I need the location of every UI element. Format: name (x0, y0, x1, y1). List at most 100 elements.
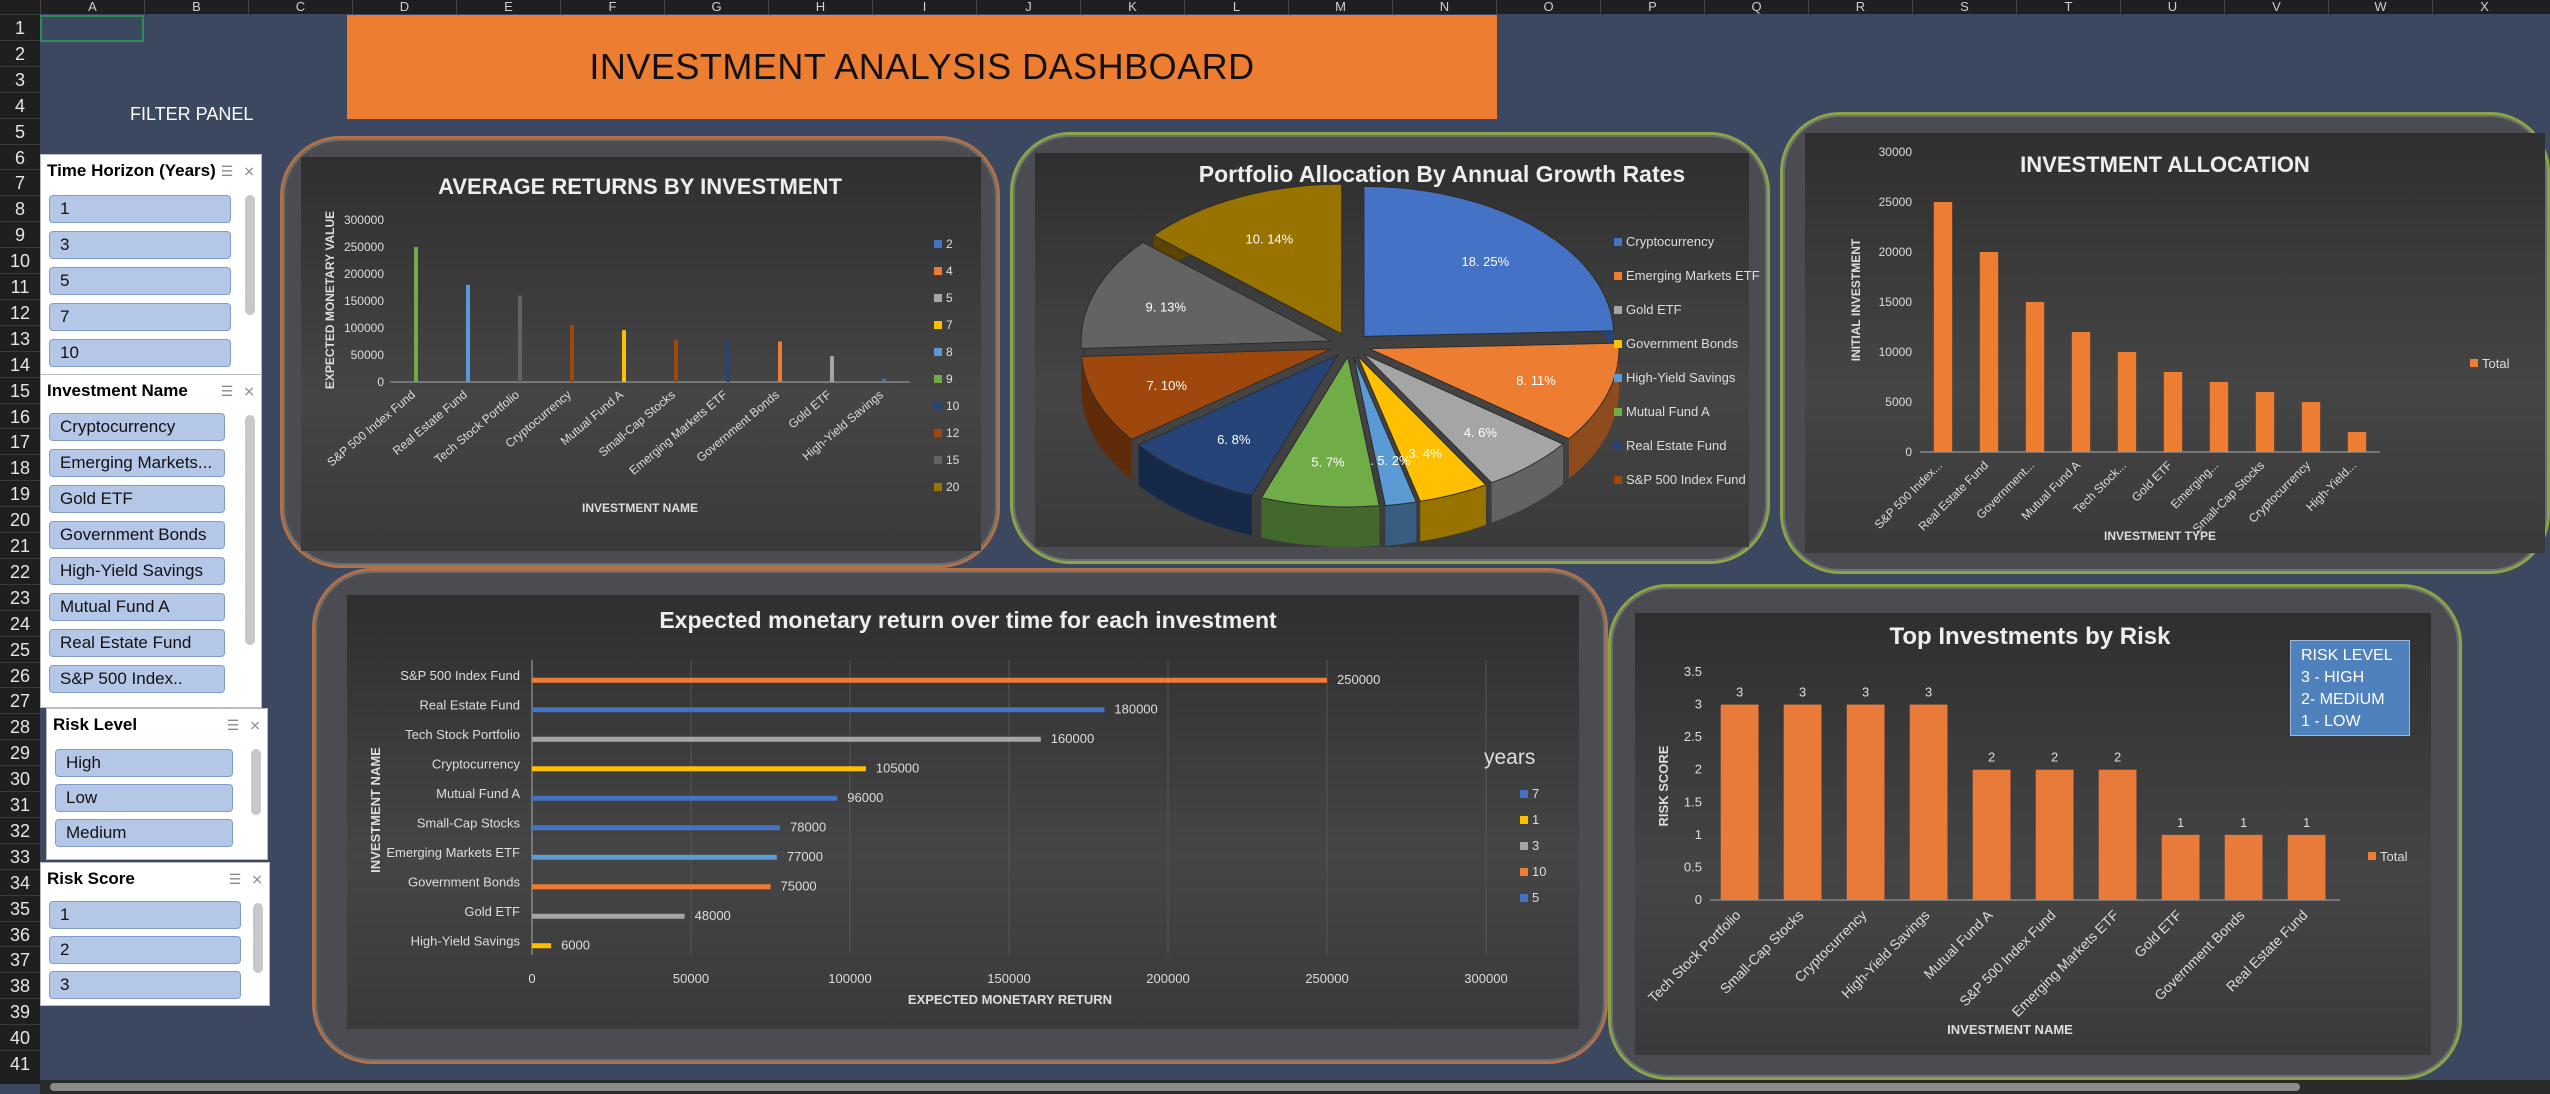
column-header[interactable]: O (1496, 0, 1600, 14)
row-header[interactable]: 21 (0, 532, 40, 558)
row-header[interactable]: 9 (0, 221, 40, 247)
row-header[interactable]: 39 (0, 998, 40, 1024)
column-header[interactable]: C (248, 0, 352, 14)
slicer-item[interactable]: Gold ETF (49, 485, 225, 513)
row-header[interactable]: 37 (0, 946, 40, 972)
column-header[interactable]: I (872, 0, 976, 14)
column-header[interactable]: D (352, 0, 456, 14)
slicer-item[interactable]: High-Yield Savings (49, 557, 225, 585)
multi-select-icon[interactable]: ☰ (228, 870, 242, 887)
row-header[interactable]: 17 (0, 428, 40, 454)
row-header[interactable]: 36 (0, 920, 40, 947)
slicer-risk-score[interactable]: Risk Score ☰ ⨯ 1 2 3 (40, 862, 270, 1006)
row-header[interactable]: 31 (0, 791, 40, 817)
row-header[interactable]: 25 (0, 635, 40, 662)
column-header[interactable]: L (1184, 0, 1288, 14)
column-header[interactable]: A (40, 0, 144, 14)
row-header[interactable]: 10 (0, 247, 40, 273)
row-header[interactable]: 6 (0, 143, 40, 170)
row-header[interactable]: 40 (0, 1024, 40, 1050)
row-header[interactable]: 2 (0, 39, 40, 66)
slicer-item[interactable]: 1 (49, 195, 231, 223)
row-header[interactable]: 28 (0, 713, 40, 739)
slicer-item[interactable]: Low (55, 784, 233, 812)
slicer-item[interactable]: Government Bonds (49, 521, 225, 549)
row-header[interactable]: 20 (0, 506, 40, 532)
row-header[interactable]: 13 (0, 324, 40, 351)
slicer-item[interactable]: 3 (49, 971, 241, 999)
slicer-time-horizon[interactable]: Time Horizon (Years) ☰ ⨯ 1 3 5 7 10 (40, 154, 262, 376)
column-header[interactable]: R (1808, 0, 1912, 14)
row-header[interactable]: 26 (0, 661, 40, 688)
slicer-item[interactable]: 3 (49, 231, 231, 259)
row-header[interactable]: 41 (0, 1050, 40, 1076)
row-header[interactable]: 38 (0, 972, 40, 998)
column-header[interactable]: G (664, 0, 768, 14)
row-header[interactable]: 24 (0, 609, 40, 636)
column-header[interactable]: N (1392, 0, 1496, 14)
slicer-scrollbar[interactable] (245, 415, 255, 645)
row-header[interactable]: 23 (0, 583, 40, 610)
slicer-item[interactable]: 2 (49, 936, 241, 964)
slicer-item[interactable]: Cryptocurrency (49, 413, 225, 441)
clear-filter-icon[interactable]: ⨯ (251, 870, 263, 887)
slicer-item[interactable]: High (55, 749, 233, 777)
column-header[interactable]: U (2120, 0, 2224, 14)
column-header[interactable]: E (456, 0, 560, 14)
multi-select-icon[interactable]: ☰ (220, 382, 234, 399)
multi-select-icon[interactable]: ☰ (226, 716, 240, 733)
row-header[interactable]: 29 (0, 739, 40, 765)
slicer-scrollbar[interactable] (245, 195, 255, 315)
slicer-item[interactable]: 1 (49, 901, 241, 929)
column-header[interactable]: X (2432, 0, 2536, 14)
column-header[interactable]: Q (1704, 0, 1808, 14)
slicer-item[interactable]: Emerging Markets... (49, 449, 225, 477)
row-header[interactable]: 12 (0, 298, 40, 325)
column-header[interactable]: J (976, 0, 1080, 14)
row-header[interactable]: 1 (0, 14, 40, 40)
slicer-item[interactable]: S&P 500 Index.. (49, 665, 225, 693)
row-header[interactable]: 11 (0, 273, 40, 299)
row-header[interactable]: 14 (0, 350, 40, 377)
row-header[interactable]: 3 (0, 65, 40, 92)
row-header[interactable]: 15 (0, 376, 40, 403)
row-header[interactable]: 27 (0, 687, 40, 713)
clear-filter-icon[interactable]: ⨯ (249, 716, 261, 733)
column-header[interactable]: V (2224, 0, 2328, 14)
scrollbar-thumb[interactable] (50, 1083, 2300, 1091)
multi-select-icon[interactable]: ☰ (220, 162, 234, 179)
column-header[interactable]: K (1080, 0, 1184, 14)
column-header[interactable]: B (144, 0, 248, 14)
slicer-scrollbar[interactable] (253, 903, 263, 973)
row-header[interactable]: 30 (0, 765, 40, 791)
row-header[interactable]: 32 (0, 816, 40, 843)
column-header[interactable]: W (2328, 0, 2432, 14)
active-cell-a1[interactable] (40, 15, 144, 42)
slicer-scrollbar[interactable] (251, 749, 261, 815)
column-header[interactable]: T (2016, 0, 2120, 14)
slicer-item[interactable]: Real Estate Fund (49, 629, 225, 657)
slicer-item[interactable]: 7 (49, 303, 231, 331)
horizontal-scrollbar[interactable] (40, 1080, 2550, 1094)
column-header[interactable]: F (560, 0, 664, 14)
column-header[interactable]: S (1912, 0, 2016, 14)
column-header[interactable]: M (1288, 0, 1392, 14)
column-header[interactable]: H (768, 0, 872, 14)
row-header[interactable]: 8 (0, 195, 40, 221)
slicer-item[interactable]: 5 (49, 267, 231, 295)
row-header[interactable]: 35 (0, 894, 40, 921)
clear-filter-icon[interactable]: ⨯ (243, 382, 255, 399)
slicer-item[interactable]: Medium (55, 819, 233, 847)
row-header[interactable]: 18 (0, 454, 40, 480)
row-header[interactable]: 22 (0, 557, 40, 584)
row-header[interactable]: 16 (0, 402, 40, 429)
row-header[interactable]: 4 (0, 91, 40, 118)
clear-filter-icon[interactable]: ⨯ (243, 162, 255, 179)
row-header[interactable]: 34 (0, 868, 40, 895)
slicer-item[interactable]: 10 (49, 339, 231, 367)
slicer-item[interactable]: Mutual Fund A (49, 593, 225, 621)
slicer-investment-name[interactable]: Investment Name ☰ ⨯ Cryptocurrency Emerging … (40, 374, 262, 708)
row-header[interactable]: 33 (0, 842, 40, 869)
row-header[interactable]: 19 (0, 480, 40, 506)
row-header[interactable]: 7 (0, 169, 40, 195)
